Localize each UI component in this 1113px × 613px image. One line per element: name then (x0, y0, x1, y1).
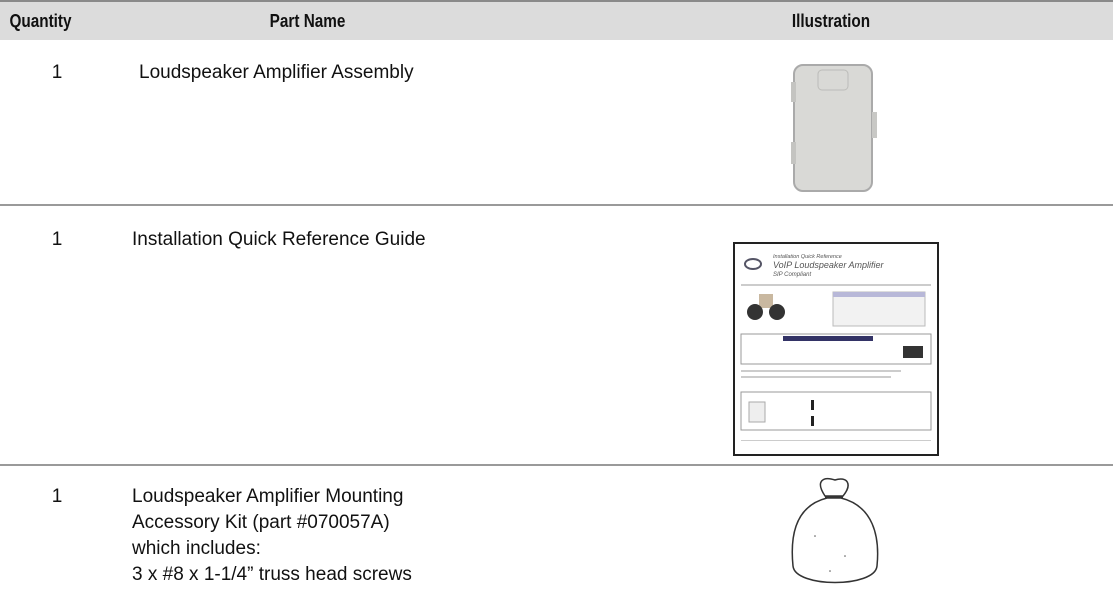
row-separator (0, 464, 1113, 466)
guide-illustration: Installation Quick Reference VoIP Loudsp… (733, 242, 939, 456)
part-name: Installation Quick Reference Guide (132, 229, 426, 250)
part-name-line: which includes: (132, 538, 261, 559)
bag-illustration (791, 477, 879, 584)
header-quantity: Quantity (9, 11, 72, 31)
part-name-line: 3 x #8 x 1-1/4” truss head screws (132, 564, 412, 585)
quantity: 1 (51, 62, 63, 83)
guide-text: VoIP Loudspeaker Amplifier (773, 260, 885, 270)
table-header: Quantity Part Name Illustration (0, 0, 1113, 40)
part-name-line: Accessory Kit (part #070057A) (132, 512, 390, 533)
part-name-line: Loudspeaker Amplifier Mounting (132, 486, 404, 507)
part-name: Loudspeaker Amplifier Mounting Accessory… (132, 484, 412, 588)
guide-text: Installation Quick Reference (773, 254, 842, 260)
quantity: 1 (51, 229, 63, 250)
part-name: Loudspeaker Amplifier Assembly (139, 62, 414, 83)
header-part-name: Part Name (269, 11, 346, 31)
row-separator (0, 204, 1113, 206)
amplifier-illustration (791, 64, 877, 192)
header-illustration: Illustration (791, 11, 871, 31)
quantity: 1 (51, 486, 63, 507)
guide-text: SIP Compliant (773, 272, 811, 278)
